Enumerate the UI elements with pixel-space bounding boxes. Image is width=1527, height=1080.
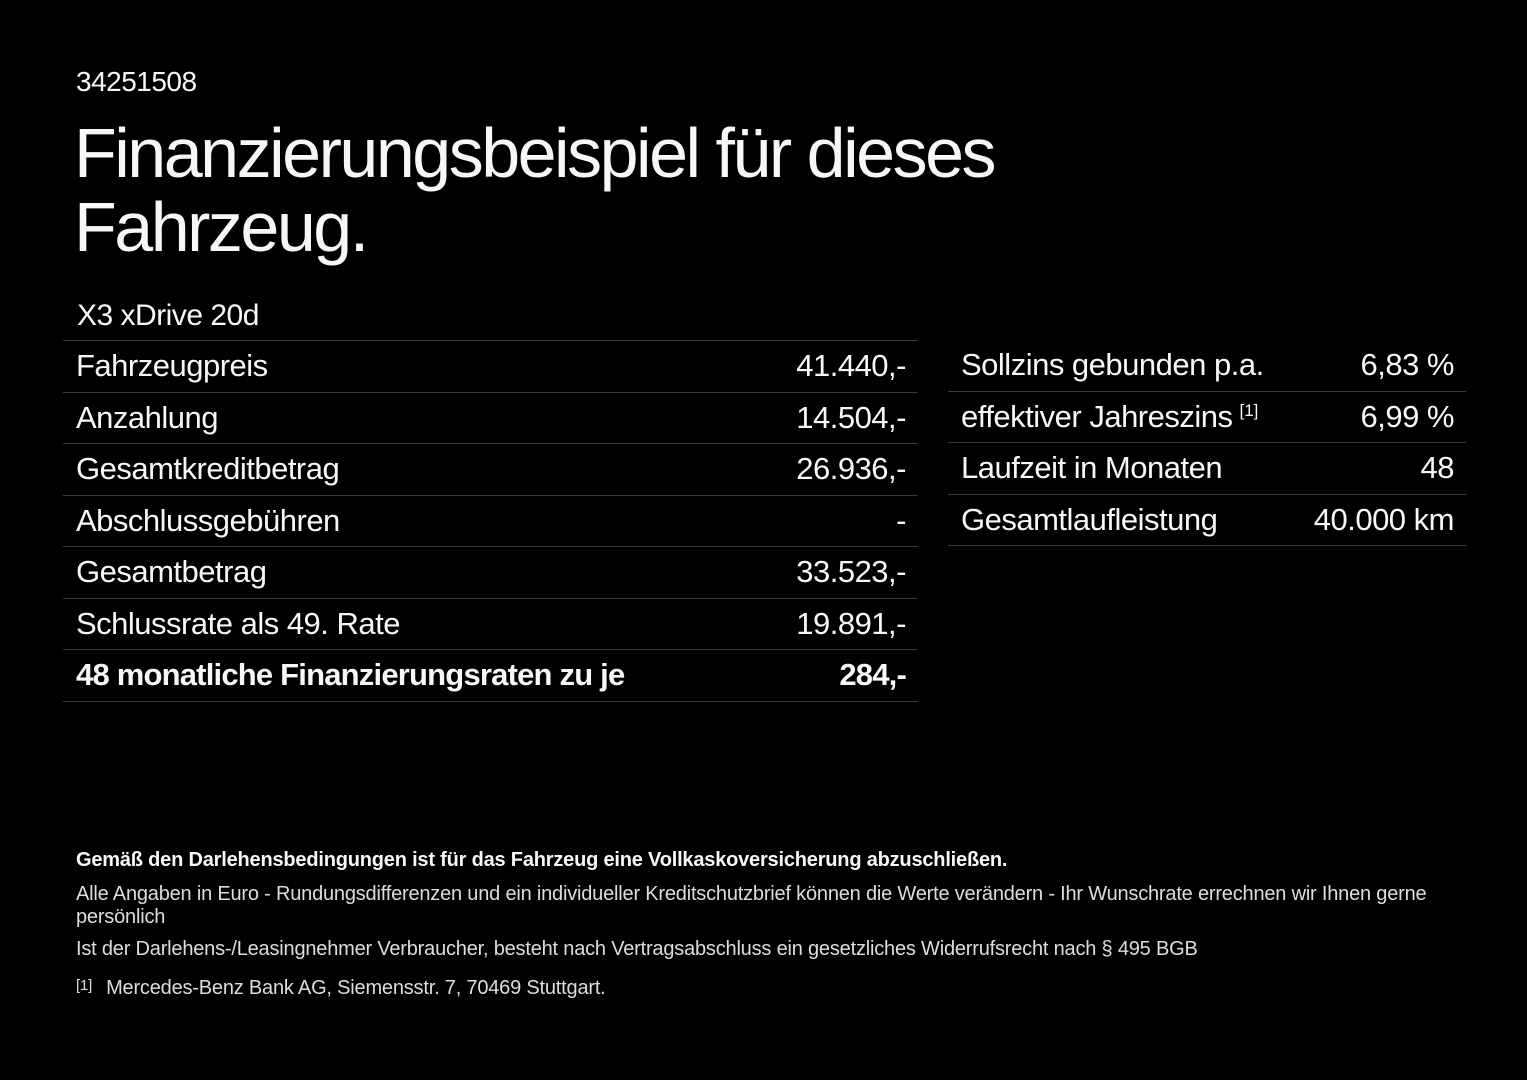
row-value: - (896, 502, 906, 538)
row-label: Sollzins gebunden p.a. (961, 347, 1264, 383)
row-label: Schlussrate als 49. Rate (76, 605, 401, 641)
insurance-note: Gemäß den Darlehensbedingungen ist für d… (76, 849, 1008, 871)
row-label: 48 monatliche Finanzierungsraten zu je (76, 657, 625, 693)
page-title: Finanzierungsbeispiel für dieses Fahrzeu… (74, 114, 997, 266)
disclaimer-line-1: Alle Angaben in Euro - Rundungsdifferenz… (76, 883, 1427, 928)
table-row-sollzins: Sollzins gebunden p.a. 6,83 % (948, 340, 1466, 392)
row-label-text: effektiver Jahreszins (961, 398, 1233, 434)
footer: Gemäß den Darlehensbedingungen ist für d… (76, 849, 1476, 1000)
row-value: 41.440,- (796, 348, 906, 384)
table-row-gesamtkreditbetrag: Gesamtkreditbetrag 26.936,- (63, 444, 918, 496)
row-label: Gesamtlaufleistung (961, 501, 1218, 537)
row-value: 33.523,- (796, 554, 906, 590)
table-row-effektiver-jahreszins: effektiver Jahreszins [1] 6,99 % (948, 392, 1466, 443)
footnote-text: Mercedes-Benz Bank AG, Siemensstr. 7, 70… (106, 977, 606, 999)
table-row-monatsrate: 48 monatliche Finanzierungsraten zu je 2… (63, 650, 918, 702)
row-value: 48 (1420, 450, 1455, 486)
row-label: effektiver Jahreszins [1] (961, 399, 1258, 435)
row-label: Abschlussgebühren (76, 502, 340, 538)
row-value: 284,- (839, 657, 906, 693)
row-label: Laufzeit in Monaten (961, 450, 1223, 486)
vehicle-name: X3 xDrive 20d (77, 299, 259, 332)
conditions-table: Sollzins gebunden p.a. 6,83 % effektiver… (948, 340, 1466, 546)
row-label: Fahrzeugpreis (76, 348, 268, 384)
table-row-laufzeit: Laufzeit in Monaten 48 (948, 443, 1466, 495)
footnote: [1] Mercedes-Benz Bank AG, Siemensstr. 7,… (76, 974, 1476, 1000)
table-row-gesamtbetrag: Gesamtbetrag 33.523,- (63, 547, 918, 599)
row-value: 40.000 km (1313, 501, 1455, 537)
footnote-reference: [1] (1239, 400, 1259, 420)
row-value: 6,83 % (1360, 347, 1454, 383)
row-value: 19.891,- (796, 605, 906, 641)
row-value: 6,99 % (1360, 398, 1454, 434)
table-row-anzahlung: Anzahlung 14.504,- (63, 393, 918, 444)
document-id: 34251508 (76, 66, 197, 97)
row-label: Anzahlung (76, 399, 219, 435)
table-row-abschlussgebuehren: Abschlussgebühren - (63, 496, 918, 547)
row-label: Gesamtkreditbetrag (76, 451, 340, 487)
financing-table: Fahrzeugpreis 41.440,- Anzahlung 14.504,… (63, 340, 918, 702)
disclaimer-line-2: Ist der Darlehens-/Leasingnehmer Verbrau… (76, 938, 1198, 960)
table-row-fahrzeugpreis: Fahrzeugpreis 41.440,- (63, 341, 918, 393)
footnote-marker: [1] (76, 977, 93, 994)
row-value: 14.504,- (796, 399, 906, 435)
table-row-gesamtlaufleistung: Gesamtlaufleistung 40.000 km (948, 495, 1466, 546)
row-value: 26.936,- (796, 451, 906, 487)
table-row-schlussrate: Schlussrate als 49. Rate 19.891,- (63, 599, 918, 650)
row-label: Gesamtbetrag (76, 554, 267, 590)
